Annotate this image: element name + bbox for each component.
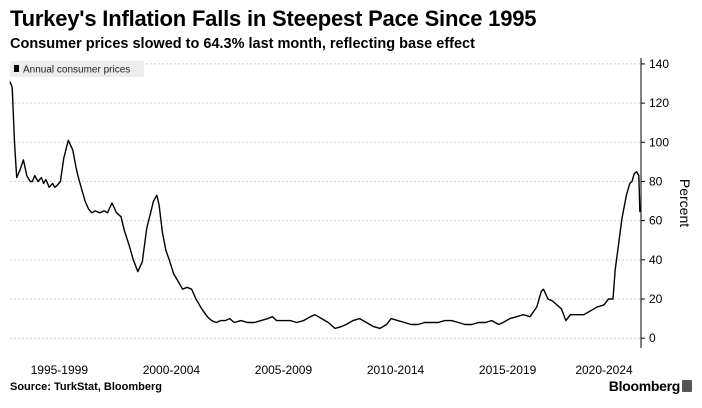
bloomberg-mark-icon — [682, 380, 692, 392]
bloomberg-logo: Bloomberg — [608, 378, 681, 394]
legend-label: Annual consumer prices — [23, 65, 130, 76]
chart-subtitle: Consumer prices slowed to 64.3% last mon… — [10, 36, 475, 52]
y-tick-label: 40 — [649, 253, 663, 267]
gridlines — [10, 63, 641, 339]
legend-swatch — [14, 65, 19, 72]
legend-background — [10, 61, 144, 77]
source-note: Source: TurkStat, Bloomberg — [10, 381, 162, 393]
y-tick-label: 0 — [649, 331, 656, 345]
x-tick-label: 1995-1999 — [31, 363, 89, 377]
y-tick-label: 140 — [649, 57, 669, 71]
legend: Annual consumer prices — [10, 61, 144, 77]
y-tick-label: 100 — [649, 135, 669, 149]
series-layer — [9, 81, 641, 330]
y-tick-label: 120 — [649, 96, 669, 110]
y-tick-label: 80 — [649, 174, 663, 188]
axes: 0 20 40 60 80 100 120 140 1995-1999 2000-2004 2005… — [31, 57, 670, 377]
chart-title: Turkey's Inflation Falls in Steepest Pac… — [10, 6, 537, 31]
x-tick-label: 2005-2009 — [255, 363, 313, 377]
y-axis-label: Percent — [677, 179, 693, 227]
x-tick-label: 2020-2024 — [575, 363, 633, 377]
x-tick-label: 2010-2014 — [367, 363, 425, 377]
x-tick-label: 2015-2019 — [479, 363, 537, 377]
series-line-annual-consumer-prices — [9, 81, 641, 330]
y-tick-label: 20 — [649, 292, 663, 306]
y-tick-label: 60 — [649, 214, 663, 228]
x-tick-label: 2000-2004 — [143, 363, 201, 377]
